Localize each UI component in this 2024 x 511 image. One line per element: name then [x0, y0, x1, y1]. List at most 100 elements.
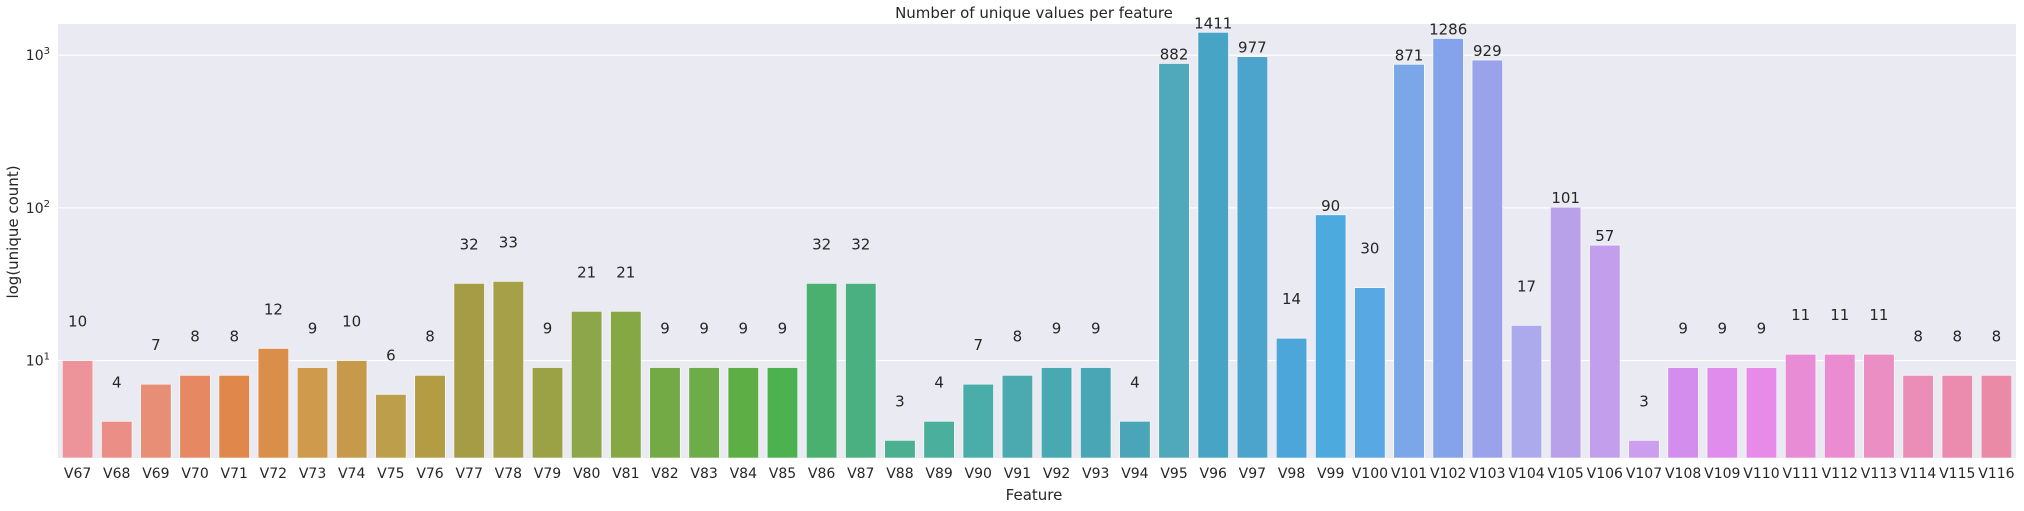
bar-V108 [1667, 367, 1699, 459]
x-tick-label-V94: V94 [1121, 466, 1148, 482]
data-label-V116: 8 [1992, 327, 2002, 345]
bar-V72 [257, 348, 289, 459]
x-tick-label-V100: V100 [1352, 466, 1388, 482]
x-tick-label-V72: V72 [260, 466, 287, 482]
data-label-V109: 9 [1718, 320, 1728, 338]
x-tick-label-V74: V74 [338, 466, 365, 482]
x-tick-label-V107: V107 [1626, 466, 1662, 482]
bar-V79 [531, 367, 564, 459]
bar-V77 [453, 283, 485, 459]
chart-title: Number of unique values per feature [895, 4, 1173, 22]
data-label-V91: 8 [1013, 327, 1023, 345]
data-label-V99: 90 [1321, 197, 1340, 215]
data-label-V93: 9 [1091, 320, 1101, 338]
x-tick-label-V115: V115 [1939, 466, 1975, 482]
bar-V76 [414, 375, 446, 459]
bar-V78 [492, 281, 524, 459]
x-tick-label-V85: V85 [769, 466, 796, 482]
bar-V100 [1354, 287, 1386, 459]
x-tick-label-V106: V106 [1587, 466, 1623, 482]
data-label-V87: 32 [851, 235, 870, 253]
data-label-V69: 7 [151, 336, 161, 354]
bar-V95 [1158, 63, 1190, 459]
x-tick-label-V116: V116 [1978, 466, 2014, 482]
x-tick-label-V112: V112 [1822, 466, 1858, 482]
bar-V83 [688, 367, 720, 459]
y-tick-label: 103 [26, 46, 50, 64]
data-label-V85: 9 [778, 320, 788, 338]
x-tick-label-V70: V70 [181, 466, 208, 482]
data-label-V84: 9 [739, 320, 749, 338]
x-tick-label-V83: V83 [690, 466, 717, 482]
x-tick-label-V111: V111 [1782, 466, 1818, 482]
bar-V80 [571, 311, 603, 459]
x-tick-label-V103: V103 [1469, 466, 1505, 482]
x-tick-label-V113: V113 [1861, 466, 1897, 482]
x-tick-label-V84: V84 [730, 466, 757, 482]
data-label-V89: 4 [934, 373, 944, 391]
data-label-V103: 929 [1473, 42, 1502, 60]
x-tick-label-V71: V71 [221, 466, 248, 482]
data-label-V86: 32 [812, 235, 831, 253]
data-label-V115: 8 [1952, 327, 1962, 345]
data-label-V111: 11 [1791, 306, 1810, 324]
bar-V99 [1315, 214, 1347, 459]
data-label-V88: 3 [895, 392, 905, 410]
bar-V68 [101, 421, 133, 459]
x-tick-label-V79: V79 [534, 466, 561, 482]
bar-V105 [1550, 206, 1582, 459]
data-label-V92: 9 [1052, 320, 1062, 338]
data-label-V82: 9 [660, 320, 670, 338]
data-label-V112: 11 [1830, 306, 1849, 324]
data-label-V97: 977 [1238, 39, 1267, 57]
data-label-V107: 3 [1639, 392, 1649, 410]
data-label-V76: 8 [425, 327, 435, 345]
data-label-V70: 8 [190, 327, 200, 345]
data-label-V94: 4 [1130, 373, 1140, 391]
x-tick-label-V75: V75 [377, 466, 404, 482]
bar-V98 [1275, 337, 1308, 459]
bar-V82 [649, 367, 681, 459]
data-label-V110: 9 [1757, 320, 1767, 338]
data-label-V90: 7 [973, 336, 983, 354]
bar-V86 [806, 283, 838, 459]
bar-V69 [140, 383, 172, 459]
data-label-V67: 10 [68, 313, 87, 331]
x-axis-title: Feature [1006, 486, 1063, 504]
bar-V115 [1941, 375, 1973, 459]
bar-V84 [727, 367, 759, 459]
y-axis-title: log(unique count) [4, 165, 22, 298]
x-tick-label-V102: V102 [1430, 466, 1466, 482]
x-tick-label-V96: V96 [1200, 466, 1227, 482]
bar-V112 [1824, 353, 1856, 459]
data-label-V80: 21 [577, 263, 596, 281]
bar-V75 [375, 394, 407, 459]
data-label-V114: 8 [1913, 327, 1923, 345]
data-label-V68: 4 [112, 373, 122, 391]
bar-V109 [1706, 367, 1738, 459]
data-label-V101: 871 [1395, 46, 1424, 64]
x-tick-label-V68: V68 [103, 466, 130, 482]
x-tick-label-V98: V98 [1278, 466, 1305, 482]
data-label-V74: 10 [342, 313, 361, 331]
bar-V114 [1902, 375, 1934, 459]
x-tick-label-V86: V86 [808, 466, 835, 482]
x-tick-label-V91: V91 [1004, 466, 1031, 482]
x-tick-label-V69: V69 [142, 466, 169, 482]
data-label-V100: 30 [1360, 240, 1379, 258]
x-tick-label-V73: V73 [299, 466, 326, 482]
data-label-V113: 11 [1869, 306, 1888, 324]
bar-V116 [1980, 375, 2012, 459]
x-tick-label-V87: V87 [847, 466, 874, 482]
x-tick-label-V67: V67 [64, 466, 91, 482]
bar-V67 [62, 360, 94, 459]
bar-V103 [1471, 59, 1503, 459]
x-tick-label-V81: V81 [612, 466, 639, 482]
bar-V106 [1589, 244, 1621, 459]
x-tick-label-V92: V92 [1043, 466, 1070, 482]
x-tick-label-V80: V80 [573, 466, 600, 482]
bar-V93 [1080, 367, 1112, 459]
data-label-V75: 6 [386, 346, 396, 364]
